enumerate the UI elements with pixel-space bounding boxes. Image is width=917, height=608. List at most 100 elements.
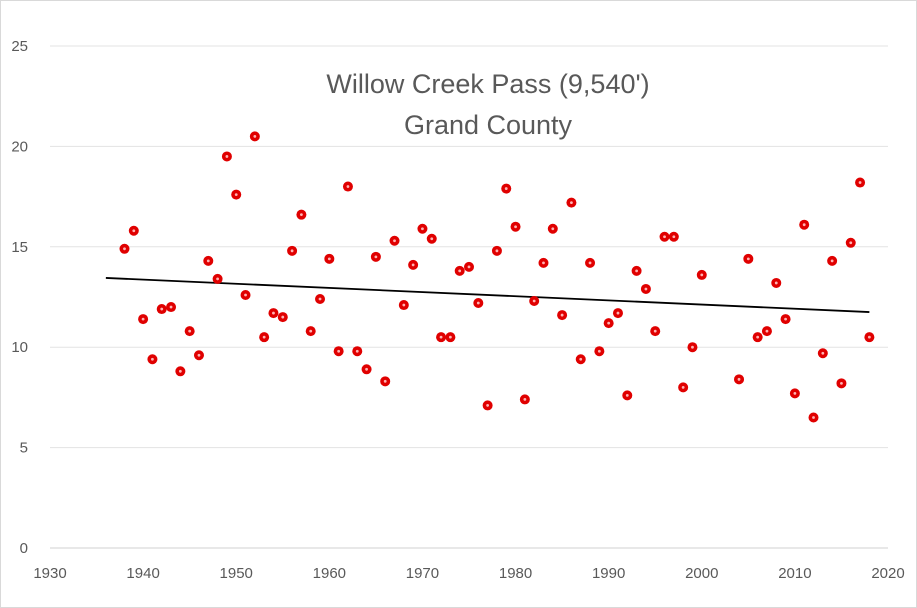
point-highlight — [793, 391, 797, 395]
data-point — [780, 314, 791, 325]
point-highlight — [476, 301, 480, 305]
point-highlight — [430, 237, 434, 241]
data-point — [734, 374, 745, 385]
point-highlight — [830, 259, 834, 263]
data-point — [259, 332, 270, 343]
data-point — [305, 326, 316, 337]
data-point — [361, 364, 372, 375]
y-tick-label: 25 — [11, 38, 28, 55]
data-point — [836, 378, 847, 389]
data-point — [668, 231, 679, 242]
point-highlight — [597, 349, 601, 353]
data-point — [789, 388, 800, 399]
data-point — [333, 346, 344, 357]
data-point — [482, 400, 493, 411]
data-point — [240, 289, 251, 300]
point-highlight — [188, 329, 192, 333]
point-highlight — [337, 349, 341, 353]
data-point — [622, 390, 633, 401]
data-point — [268, 308, 279, 319]
point-highlight — [216, 277, 220, 281]
point-highlight — [206, 259, 210, 263]
point-highlight — [393, 239, 396, 243]
point-highlight — [160, 307, 164, 311]
data-point — [557, 310, 568, 321]
point-highlight — [309, 329, 313, 333]
point-highlight — [272, 311, 275, 315]
x-tick-label: 1940 — [126, 565, 159, 582]
data-point — [799, 219, 810, 230]
data-point — [659, 231, 670, 242]
data-point — [380, 376, 391, 387]
point-highlight — [281, 315, 285, 319]
data-points — [119, 131, 875, 423]
data-point — [501, 183, 512, 194]
data-point — [445, 332, 456, 343]
point-highlight — [653, 329, 657, 333]
x-tick-label: 1930 — [33, 565, 66, 582]
point-highlight — [644, 287, 648, 291]
point-highlight — [290, 249, 294, 253]
data-point — [640, 283, 651, 294]
point-highlight — [746, 257, 750, 261]
point-highlight — [197, 353, 201, 357]
data-point — [212, 273, 223, 284]
data-point — [156, 304, 167, 315]
data-point — [147, 354, 158, 365]
data-point — [827, 255, 838, 266]
chart-subtitle: Grand County — [404, 110, 573, 140]
point-highlight — [458, 269, 462, 273]
data-point — [566, 197, 577, 208]
point-highlight — [132, 229, 136, 233]
point-highlight — [625, 393, 629, 397]
x-tick-label: 2020 — [871, 565, 904, 582]
data-point — [761, 326, 772, 337]
data-point — [594, 346, 605, 357]
data-point — [575, 354, 586, 365]
point-highlight — [691, 345, 694, 349]
data-point — [864, 332, 875, 343]
data-point — [687, 342, 698, 353]
point-highlight — [448, 335, 452, 339]
data-point — [612, 308, 623, 319]
y-tick-label: 15 — [11, 239, 28, 256]
point-highlight — [318, 297, 322, 301]
point-highlight — [374, 255, 378, 259]
data-point — [473, 298, 484, 309]
point-highlight — [784, 317, 787, 321]
point-highlight — [383, 379, 387, 383]
point-highlight — [169, 305, 173, 309]
y-axis-ticks: 0 5 10 15 20 25 — [11, 38, 28, 557]
data-point — [426, 233, 437, 244]
data-point — [287, 245, 298, 256]
point-highlight — [486, 404, 490, 407]
x-tick-label: 1960 — [313, 565, 346, 582]
data-point — [277, 312, 288, 323]
point-highlight — [225, 155, 229, 158]
data-point — [454, 265, 465, 276]
data-point — [529, 296, 540, 307]
point-highlight — [421, 227, 424, 231]
point-highlight — [542, 261, 545, 265]
point-highlight — [672, 235, 676, 239]
point-highlight — [253, 134, 257, 138]
point-highlight — [812, 416, 815, 419]
data-point — [249, 131, 260, 142]
data-point — [678, 382, 689, 393]
data-point — [631, 265, 642, 276]
data-point — [398, 300, 409, 311]
point-highlight — [588, 261, 592, 265]
data-point — [771, 277, 782, 288]
trendline-group — [105, 277, 870, 313]
x-tick-label: 1990 — [592, 565, 625, 582]
data-point — [221, 151, 232, 162]
point-highlight — [681, 385, 685, 389]
x-tick-label: 2000 — [685, 565, 718, 582]
point-highlight — [123, 247, 126, 251]
data-point — [175, 366, 186, 377]
data-point — [808, 412, 819, 423]
y-tick-label: 20 — [11, 138, 28, 155]
point-highlight — [504, 187, 508, 190]
data-point — [138, 314, 149, 325]
data-point — [696, 269, 707, 280]
